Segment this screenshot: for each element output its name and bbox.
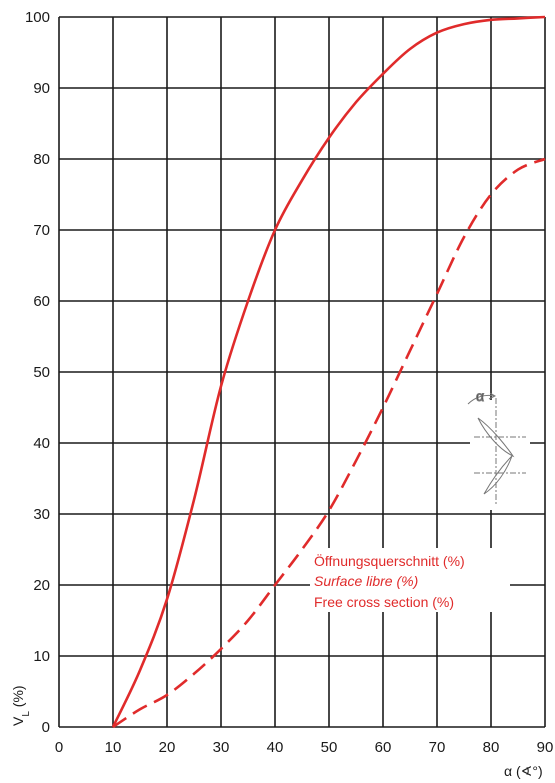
y-tick-label: 0: [42, 719, 50, 736]
blade-diagram: α: [467, 388, 530, 510]
x-tick-label: 20: [159, 739, 176, 756]
y-tick-label: 10: [33, 648, 50, 665]
x-tick-label: 0: [55, 739, 63, 756]
x-axis-label: α (∢°): [504, 763, 543, 779]
y-tick-label: 30: [33, 506, 50, 523]
y-tick-label: 100: [25, 9, 50, 26]
x-tick-label: 50: [321, 739, 338, 756]
x-tick-label: 60: [375, 739, 392, 756]
x-tick-label: 80: [483, 739, 500, 756]
series-layer: [111, 15, 546, 729]
y-tick-label: 40: [33, 435, 50, 452]
inset-alpha-label: α: [476, 388, 484, 404]
y-tick-label: 50: [33, 364, 50, 381]
x-tick-label: 30: [213, 739, 230, 756]
tick-labels: 0 10 20 30 40 50 60 70 80 90 0 10 20 30 40 50 60 70 80 90 10…: [25, 9, 553, 756]
y-tick-label: 70: [33, 222, 50, 239]
y-tick-label: 80: [33, 151, 50, 168]
x-tick-label: 40: [267, 739, 284, 756]
x-tick-label: 90: [537, 739, 554, 756]
series-line-solid: [111, 15, 546, 728]
y-tick-label: 90: [33, 80, 50, 97]
legend-annotation: Öffnungsquerschnitt (%) Surface libre (%…: [310, 548, 510, 612]
x-tick-label: 70: [429, 739, 446, 756]
x-tick-label: 10: [105, 739, 122, 756]
annotation-line-1: Öffnungsquerschnitt (%): [314, 552, 465, 569]
y-tick-label: 60: [33, 293, 50, 310]
series-line-dashed: [112, 157, 546, 729]
grid-lines: [58, 16, 546, 728]
annotation-line-3: Free cross section (%): [314, 594, 454, 610]
annotation-line-2: Surface libre (%): [314, 573, 418, 589]
y-tick-label: 20: [33, 577, 50, 594]
y-axis-label: VL (%): [10, 685, 32, 726]
